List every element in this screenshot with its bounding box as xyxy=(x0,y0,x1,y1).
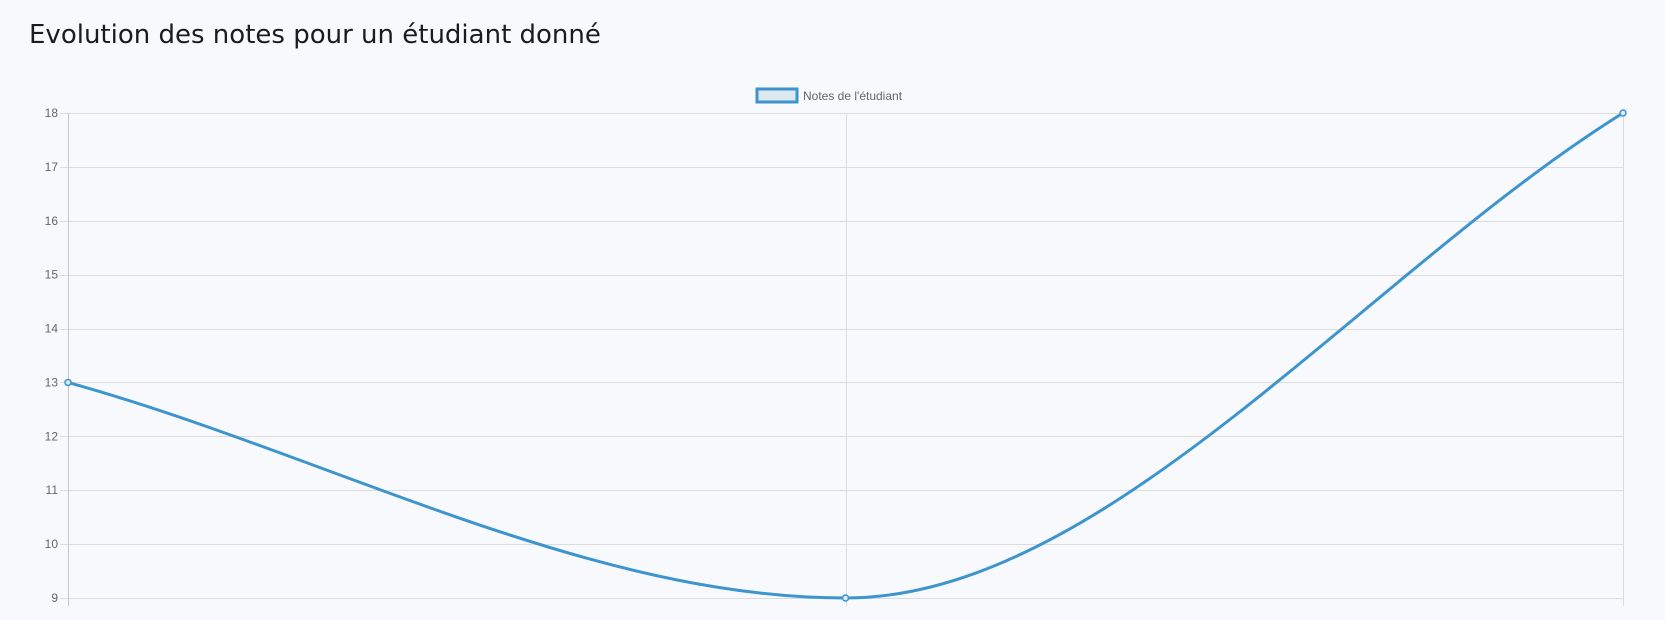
legend-label[interactable]: Notes de l'étudiant xyxy=(803,89,903,103)
data-point[interactable] xyxy=(843,595,849,601)
y-tick-label: 12 xyxy=(45,429,59,443)
data-point[interactable] xyxy=(1620,110,1626,116)
y-tick-label: 15 xyxy=(45,268,59,282)
legend-swatch[interactable] xyxy=(757,89,797,102)
y-tick-label: 9 xyxy=(51,591,58,605)
y-tick-label: 18 xyxy=(45,106,59,120)
y-axis-ticks: 9 10 11 12 13 14 15 16 17 18 xyxy=(45,106,59,605)
grid-lines xyxy=(60,113,1624,606)
chart-legend[interactable]: Notes de l'étudiant xyxy=(757,89,903,103)
data-point[interactable] xyxy=(65,379,71,385)
y-tick-label: 16 xyxy=(45,214,59,228)
series-line xyxy=(68,113,1623,598)
y-tick-label: 10 xyxy=(45,537,59,551)
series-layer xyxy=(65,110,1626,601)
y-tick-label: 14 xyxy=(45,322,59,336)
y-tick-label: 13 xyxy=(45,375,59,389)
y-tick-label: 17 xyxy=(45,160,59,174)
y-tick-label: 11 xyxy=(46,483,59,497)
